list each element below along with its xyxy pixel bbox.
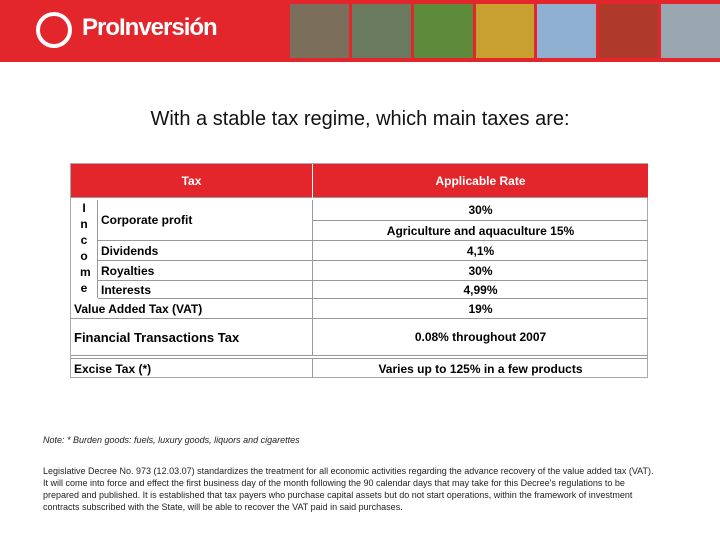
photo-strip	[290, 4, 720, 58]
tax-name: Interests	[98, 281, 312, 299]
income-label: Income	[71, 200, 98, 298]
rate: Varies up to 125% in a few products	[312, 358, 648, 378]
rate: 30%	[312, 200, 648, 221]
tax-name: Corporate profit	[98, 200, 312, 241]
tax-name: Excise Tax (*)	[71, 358, 312, 378]
tax-name: Value Added Tax (VAT)	[71, 299, 312, 319]
rate: 0.08% throughout 2007	[312, 319, 648, 356]
rate: 4,1%	[312, 241, 648, 261]
column-header: Applicable Rate	[312, 164, 648, 198]
note: Note: * Burden goods: fuels, luxury good…	[43, 435, 300, 445]
logo-icon	[36, 12, 72, 48]
rate: 19%	[312, 299, 648, 319]
tax-name: Financial Transactions Tax	[71, 319, 312, 356]
paragraph: Legislative Decree No. 973 (12.03.07) st…	[43, 466, 654, 512]
rate: Agriculture and aquaculture 15%	[312, 221, 648, 241]
tax-table: Tax Applicable Rate Income Corporate pro…	[70, 163, 648, 378]
rate: 30%	[312, 261, 648, 281]
tax-name: Dividends	[98, 241, 312, 261]
column-header: Tax	[71, 164, 312, 198]
header-bar: ProInversión	[0, 0, 720, 62]
title: With a stable tax regime, which main tax…	[150, 108, 570, 130]
tax-name: Royalties	[98, 261, 312, 281]
rate: 4,99%	[312, 281, 648, 299]
logo-text: ProInversión	[82, 14, 218, 41]
